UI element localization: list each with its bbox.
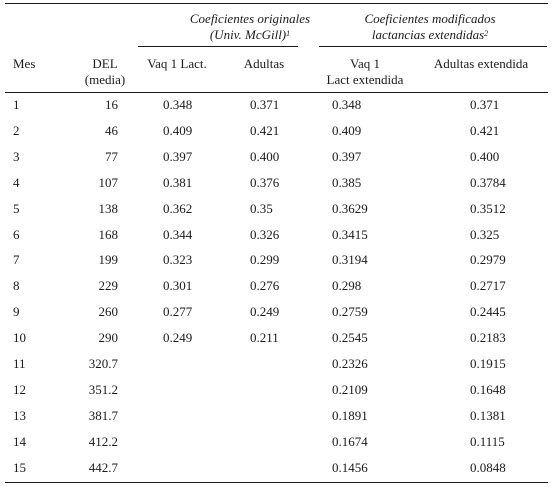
cell-modified-adultas: 0.1648 <box>470 381 506 397</box>
cell-original-vaq: 0.362 <box>163 200 193 216</box>
cell-modified-adultas: 0.2445 <box>470 304 506 320</box>
cell-mes: 6 <box>13 226 20 242</box>
cell-modified-vaq: 0.1891 <box>332 407 368 423</box>
bottom-rule <box>5 482 548 483</box>
cell-modified-vaq: 0.2109 <box>332 381 368 397</box>
cell-original-adultas: 0.276 <box>250 278 280 294</box>
cell-mes: 5 <box>13 200 20 216</box>
cell-original-adultas: 0.249 <box>250 304 280 320</box>
cell-modified-adultas: 0.325 <box>470 226 500 242</box>
cell-mes: 14 <box>13 433 26 449</box>
cell-del: 16 <box>105 97 118 112</box>
cell-original-adultas: 0.211 <box>250 330 279 346</box>
cell-del: 77 <box>105 148 118 164</box>
cell-modified-vaq: 0.385 <box>332 174 362 190</box>
cell-original-vaq: 0.409 <box>163 122 193 138</box>
cell-modified-vaq: 0.1456 <box>332 459 368 475</box>
cell-original-vaq: 0.381 <box>163 174 193 190</box>
column-header-original-adultas: Adultas <box>243 56 285 71</box>
cell-modified-vaq: 0.3415 <box>332 226 368 242</box>
cell-modified-adultas: 0.1115 <box>470 433 505 449</box>
cell-modified-vaq: 0.298 <box>332 278 362 294</box>
header-rule <box>5 92 548 93</box>
cell-modified-vaq: 0.3629 <box>332 200 368 216</box>
cell-original-adultas: 0.376 <box>250 174 280 190</box>
cell-original-vaq: 0.397 <box>163 148 193 164</box>
cell-modified-adultas: 0.1381 <box>470 407 506 423</box>
cell-modified-vaq: 0.2326 <box>332 356 368 371</box>
modified-group-underline <box>319 46 547 47</box>
cell-original-vaq: 0.301 <box>163 278 193 294</box>
top-rule <box>5 3 548 4</box>
cell-mes: 3 <box>13 148 20 164</box>
cell-del: 412.2 <box>88 433 118 449</box>
footnote-ref-2: 2 <box>484 29 489 38</box>
cell-original-vaq: 0.277 <box>163 304 193 320</box>
cell-del: 138 <box>98 200 119 216</box>
cell-mes: 10 <box>13 330 26 346</box>
cell-modified-adultas: 0.400 <box>470 148 500 164</box>
cell-del: 381.7 <box>88 407 118 423</box>
cell-original-vaq: 0.249 <box>163 330 193 346</box>
cell-del: 229 <box>98 278 119 294</box>
cell-modified-adultas: 0.2183 <box>470 330 506 346</box>
cell-modified-vaq: 0.397 <box>332 148 362 164</box>
cell-mes: 7 <box>13 252 20 268</box>
original-coefficients-header: Coeficientes originales <box>189 11 311 26</box>
cell-modified-adultas: 0.3512 <box>470 200 506 216</box>
original-coefficients-source: (Univ. McGill)1 <box>209 27 291 42</box>
cell-modified-adultas: 0.3784 <box>470 174 506 190</box>
cell-del: 320.7 <box>88 356 118 371</box>
cell-modified-vaq: 0.3194 <box>332 252 368 268</box>
modified-coefficients-header: Coeficientes modificados <box>364 11 496 26</box>
cell-del: 46 <box>105 122 118 138</box>
cell-original-vaq: 0.344 <box>163 226 193 242</box>
cell-mes: 2 <box>13 122 20 138</box>
cell-del: 107 <box>98 174 119 190</box>
cell-original-vaq: 0.323 <box>163 252 193 268</box>
cell-modified-adultas: 0.421 <box>470 122 500 138</box>
cell-modified-vaq: 0.1674 <box>332 433 368 449</box>
original-group-underline <box>138 46 298 47</box>
cell-original-adultas: 0.371 <box>250 97 280 112</box>
cell-mes: 11 <box>13 356 26 371</box>
cell-del: 168 <box>98 226 119 242</box>
footnote-ref-1: 1 <box>286 29 291 38</box>
cell-modified-vaq: 0.2545 <box>332 330 368 346</box>
cell-mes: 9 <box>13 304 20 320</box>
column-header-modified-vaq: Vaq 1 Lact extendida <box>326 56 404 87</box>
cell-modified-vaq: 0.409 <box>332 122 362 138</box>
column-header-original-vaq: Vaq 1 Lact. <box>147 56 207 71</box>
cell-del: 351.2 <box>88 381 118 397</box>
cell-del: 199 <box>98 252 119 268</box>
cell-mes: 1 <box>13 97 20 112</box>
column-header-mes: Mes <box>13 56 36 71</box>
column-header-modified-adultas: Adultas extendida <box>433 56 529 71</box>
cell-mes: 8 <box>13 278 20 294</box>
cell-mes: 12 <box>13 381 26 397</box>
cell-original-adultas: 0.299 <box>250 252 280 268</box>
cell-original-adultas: 0.400 <box>250 148 280 164</box>
cell-modified-vaq: 0.348 <box>332 97 362 112</box>
cell-modified-adultas: 0.2979 <box>470 252 506 268</box>
cell-del: 442.7 <box>88 459 118 475</box>
cell-modified-adultas: 0.2717 <box>470 278 506 294</box>
cell-modified-vaq: 0.2759 <box>332 304 368 320</box>
cell-original-vaq: 0.348 <box>163 97 193 112</box>
cell-del: 290 <box>98 330 119 346</box>
cell-mes: 4 <box>13 174 20 190</box>
cell-mes: 15 <box>13 459 26 475</box>
cell-original-adultas: 0.421 <box>250 122 280 138</box>
cell-del: 260 <box>98 304 119 320</box>
cell-original-adultas: 0.326 <box>250 226 280 242</box>
cell-original-adultas: 0.35 <box>250 200 273 216</box>
column-header-del: DEL (media) <box>84 56 126 87</box>
cell-modified-adultas: 0.0848 <box>470 459 506 475</box>
cell-modified-adultas: 0.1915 <box>470 356 506 371</box>
cell-modified-adultas: 0.371 <box>470 97 500 112</box>
modified-coefficients-subheader: lactancias extendidas2 <box>371 27 489 42</box>
cell-mes: 13 <box>13 407 26 423</box>
